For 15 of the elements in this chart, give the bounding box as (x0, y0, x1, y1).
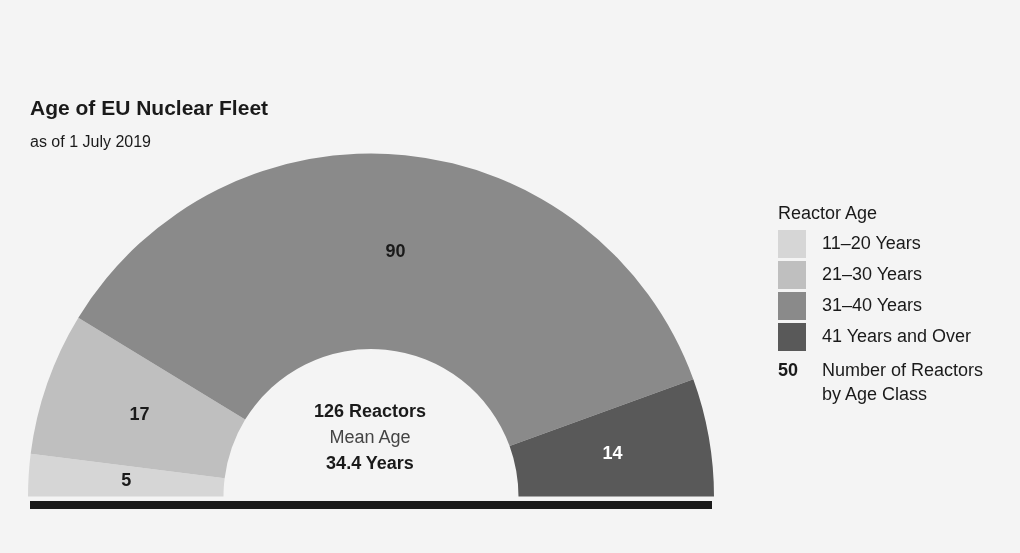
text: Mean Age (328, 426, 412, 449)
legend-label: 21–30 Years (822, 264, 923, 285)
data-label: 14 (602, 442, 623, 463)
text: 50 Number of Reactors by Age Class (778, 360, 984, 404)
legend-label: 41 Years and Over (822, 326, 972, 347)
chart-subtitle: as of 1 July 2019 (30, 133, 151, 151)
data-label: 17 (129, 404, 150, 425)
legend-label: 11–20 Years (822, 233, 921, 254)
text: 126 Reactors (312, 400, 428, 423)
legend-title: Reactor Age (778, 203, 879, 224)
text: 34.4 Years (325, 452, 415, 475)
chart-title: Age of EU Nuclear Fleet (30, 96, 269, 120)
data-label: 5 (121, 470, 132, 491)
legend-label: 31–40 Years (822, 295, 923, 316)
data-label: 90 (385, 241, 406, 262)
